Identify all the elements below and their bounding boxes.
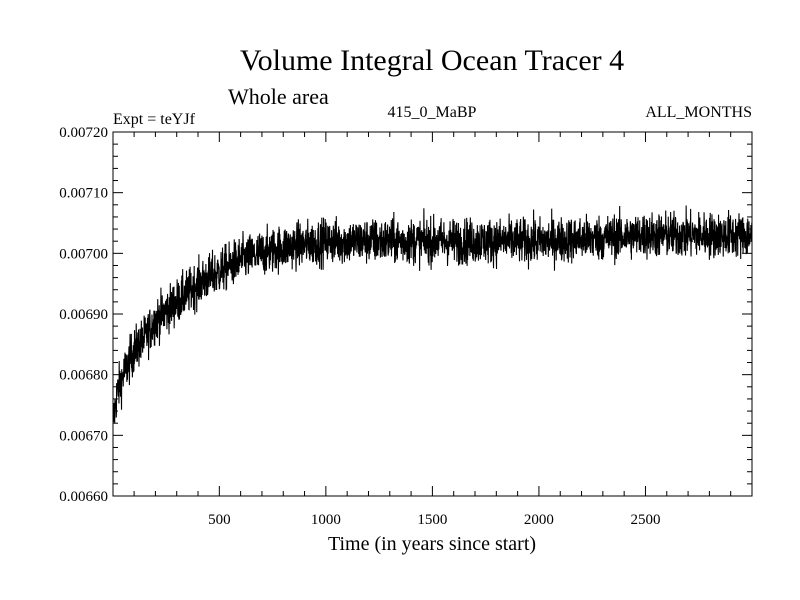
experiment-label: Expt = teYJf: [113, 111, 196, 128]
y-tick-label: 0.00690: [59, 307, 108, 323]
period-label: 415_0_MaBP: [388, 104, 477, 121]
axes: 0.00660 0.00670 0.00680 0.00690 0.00700 0.007…: [59, 125, 753, 528]
y-tick-label: 0.00660: [59, 489, 108, 505]
x-tick-label: 500: [208, 512, 231, 528]
plot-frame: [112, 131, 753, 497]
chart-title: Volume Integral Ocean Tracer 4: [240, 44, 624, 77]
y-tick-label: 0.00670: [59, 428, 108, 444]
months-label: ALL_MONTHS: [645, 104, 752, 121]
y-tick-label: 0.00720: [59, 125, 108, 141]
x-tick-label: 2000: [524, 512, 554, 528]
y-tick-label: 0.00710: [59, 186, 108, 202]
plot-area: [112, 205, 753, 423]
x-tick-label: 1500: [417, 512, 447, 528]
chart-subtitle: Whole area: [228, 84, 329, 109]
x-axis-label: Time (in years since start): [328, 533, 536, 555]
x-tick-label: 2500: [630, 512, 660, 528]
series-line-0: [112, 205, 753, 423]
y-tick-label: 0.00700: [59, 246, 108, 262]
y-tick-label: 0.00680: [59, 368, 108, 384]
x-tick-label: 1000: [311, 512, 341, 528]
